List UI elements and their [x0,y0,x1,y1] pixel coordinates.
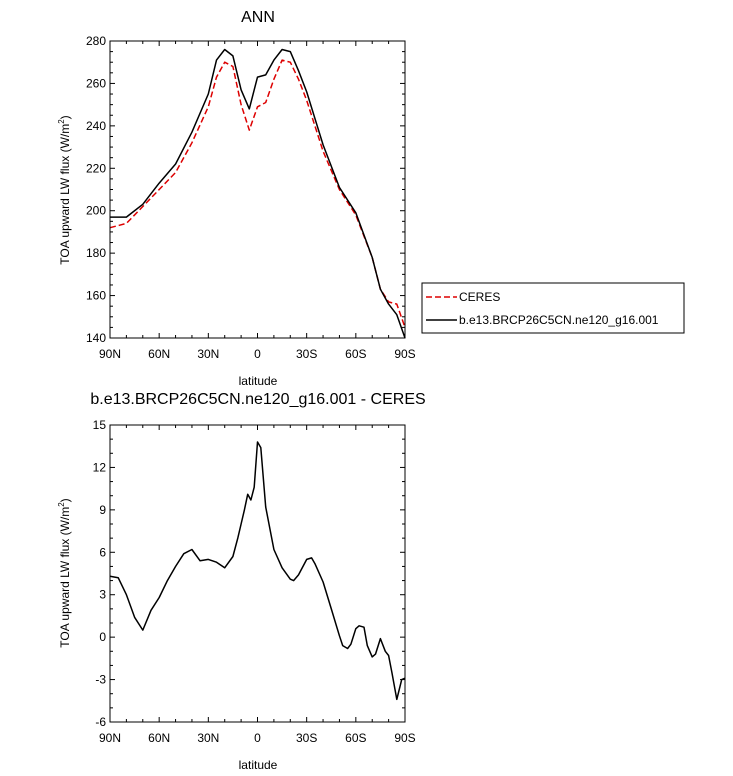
top-chart-x-tick-label: 60S [345,347,366,361]
bottom-chart-x-tick-label: 60S [345,731,366,745]
top-chart-x-tick-label: 60N [148,347,170,361]
bottom-chart-x-tick-label: 90N [99,731,121,745]
top-chart-x-tick-label: 90S [394,347,415,361]
top-chart-x-tick-label: 90N [99,347,121,361]
top-chart-y-tick-label: 180 [86,246,106,260]
top-chart-x-tick-label: 30S [296,347,317,361]
bottom-chart-x-tick-label: 30S [296,731,317,745]
legend-model-label: b.e13.BRCP26C5CN.ne120_g16.001 [459,313,659,327]
bottom-chart-y-tick-label: -3 [95,673,106,687]
bottom-chart-x-axis-label: latitude [239,758,278,772]
top-chart-x-tick-label: 0 [254,347,261,361]
bottom-chart-y-axis-label: TOA upward LW flux (W/m2) [57,498,72,647]
bottom-chart-y-tick-label: 0 [99,630,106,644]
bottom-chart-y-tick-label: 15 [93,418,107,432]
top-chart-y-axis-label: TOA upward LW flux (W/m2) [57,115,72,264]
top-chart-title: ANN [241,9,275,26]
top-chart-y-tick-label: 240 [86,119,106,133]
bottom-chart-title: b.e13.BRCP26C5CN.ne120_g16.001 - CERES [90,391,425,408]
bottom-chart-y-tick-label: 6 [99,545,106,559]
bottom-chart-y-tick-label: 9 [99,503,106,517]
top-chart: ANN 90N 60N 30N 0 30S 60S 90S 140 160 180 200 220 24… [57,9,416,388]
bottom-chart: b.e13.BRCP26C5CN.ne120_g16.001 - CERES 9… [57,391,426,772]
bottom-chart-x-tick-label: 90S [394,731,415,745]
bottom-chart-x-tick-label: 60N [148,731,170,745]
bottom-chart-y-tick-label: 12 [93,460,107,474]
legend-ceres-label: CERES [459,290,500,304]
top-chart-y-tick-label: 260 [86,76,106,90]
bottom-chart-series-line-0 [109,441,406,701]
top-chart-y-tick-label: 280 [86,34,106,48]
top-chart-plot-frame [109,40,406,339]
top-chart-series-line-0 [109,59,406,328]
top-chart-y-tick-label: 160 [86,289,106,303]
legend: CERES b.e13.BRCP26C5CN.ne120_g16.001 [421,282,685,334]
bottom-chart-x-tick-label: 30N [197,731,219,745]
legend-box [421,282,685,334]
bottom-chart-y-tick-label: -6 [95,715,106,729]
top-chart-y-tick-label: 140 [86,331,106,345]
top-chart-series-line-1 [110,48,406,339]
bottom-chart-x-tick-label: 0 [254,731,261,745]
top-chart-x-tick-label: 30N [197,347,219,361]
top-chart-x-axis-label: latitude [239,374,278,388]
top-chart-y-tick-label: 220 [86,161,106,175]
top-chart-y-tick-label: 200 [86,204,106,218]
bottom-chart-plot-frame [109,424,406,723]
bottom-chart-y-tick-label: 3 [99,588,106,602]
